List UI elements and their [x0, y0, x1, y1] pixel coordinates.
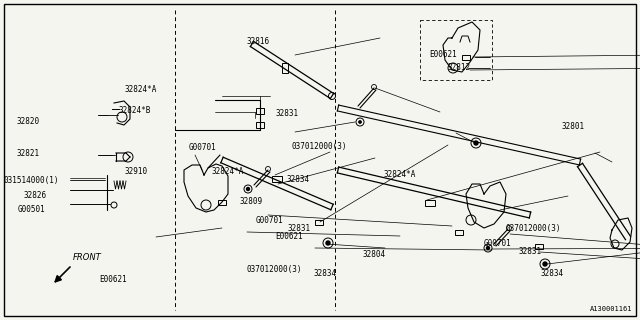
Text: E00621: E00621 [275, 232, 303, 241]
Bar [462, 55, 470, 60]
Text: 32809: 32809 [240, 197, 263, 206]
Bar [256, 108, 264, 114]
Bar [218, 200, 226, 205]
Text: 031514000(1): 031514000(1) [3, 176, 59, 185]
Text: G00701: G00701 [189, 143, 216, 152]
Text: 32820: 32820 [17, 117, 40, 126]
Text: 32834: 32834 [314, 269, 337, 278]
Text: E00621: E00621 [429, 50, 456, 59]
Bar [315, 220, 323, 225]
Circle shape [486, 246, 490, 250]
Text: G00501: G00501 [18, 205, 45, 214]
Bar [535, 244, 543, 249]
Circle shape [358, 121, 362, 124]
Text: 32834: 32834 [541, 269, 564, 278]
Bar [455, 230, 463, 235]
Text: 32831: 32831 [275, 109, 298, 118]
Bar [256, 122, 264, 128]
Text: 32824*A: 32824*A [211, 167, 244, 176]
Bar [425, 200, 435, 206]
Text: E00621: E00621 [99, 275, 127, 284]
Bar [282, 63, 288, 73]
Text: 32804: 32804 [362, 250, 385, 259]
Text: 037012000(3): 037012000(3) [246, 265, 302, 274]
Text: A130001161: A130001161 [589, 306, 632, 312]
Text: 32834: 32834 [286, 175, 309, 184]
Circle shape [326, 241, 330, 245]
Text: 32824*A: 32824*A [125, 85, 157, 94]
Text: FRONT: FRONT [73, 253, 102, 262]
Text: 32824*B: 32824*B [118, 106, 151, 115]
Text: 32831: 32831 [288, 224, 311, 233]
Text: 32831: 32831 [518, 247, 541, 256]
Text: G00701: G00701 [483, 239, 511, 248]
Bar [272, 176, 282, 182]
Text: 32812: 32812 [448, 63, 471, 72]
Text: 32826: 32826 [24, 191, 47, 200]
Text: 32816: 32816 [246, 37, 269, 46]
Text: G00701: G00701 [256, 216, 284, 225]
Text: 32824*A: 32824*A [384, 170, 417, 179]
Circle shape [543, 262, 547, 266]
Text: 037012000(3): 037012000(3) [291, 142, 347, 151]
Circle shape [474, 141, 478, 145]
Text: 32821: 32821 [17, 149, 40, 158]
Text: 037012000(3): 037012000(3) [506, 224, 561, 233]
Text: 32910: 32910 [125, 167, 148, 176]
Text: 32801: 32801 [562, 122, 585, 131]
Circle shape [246, 188, 250, 190]
